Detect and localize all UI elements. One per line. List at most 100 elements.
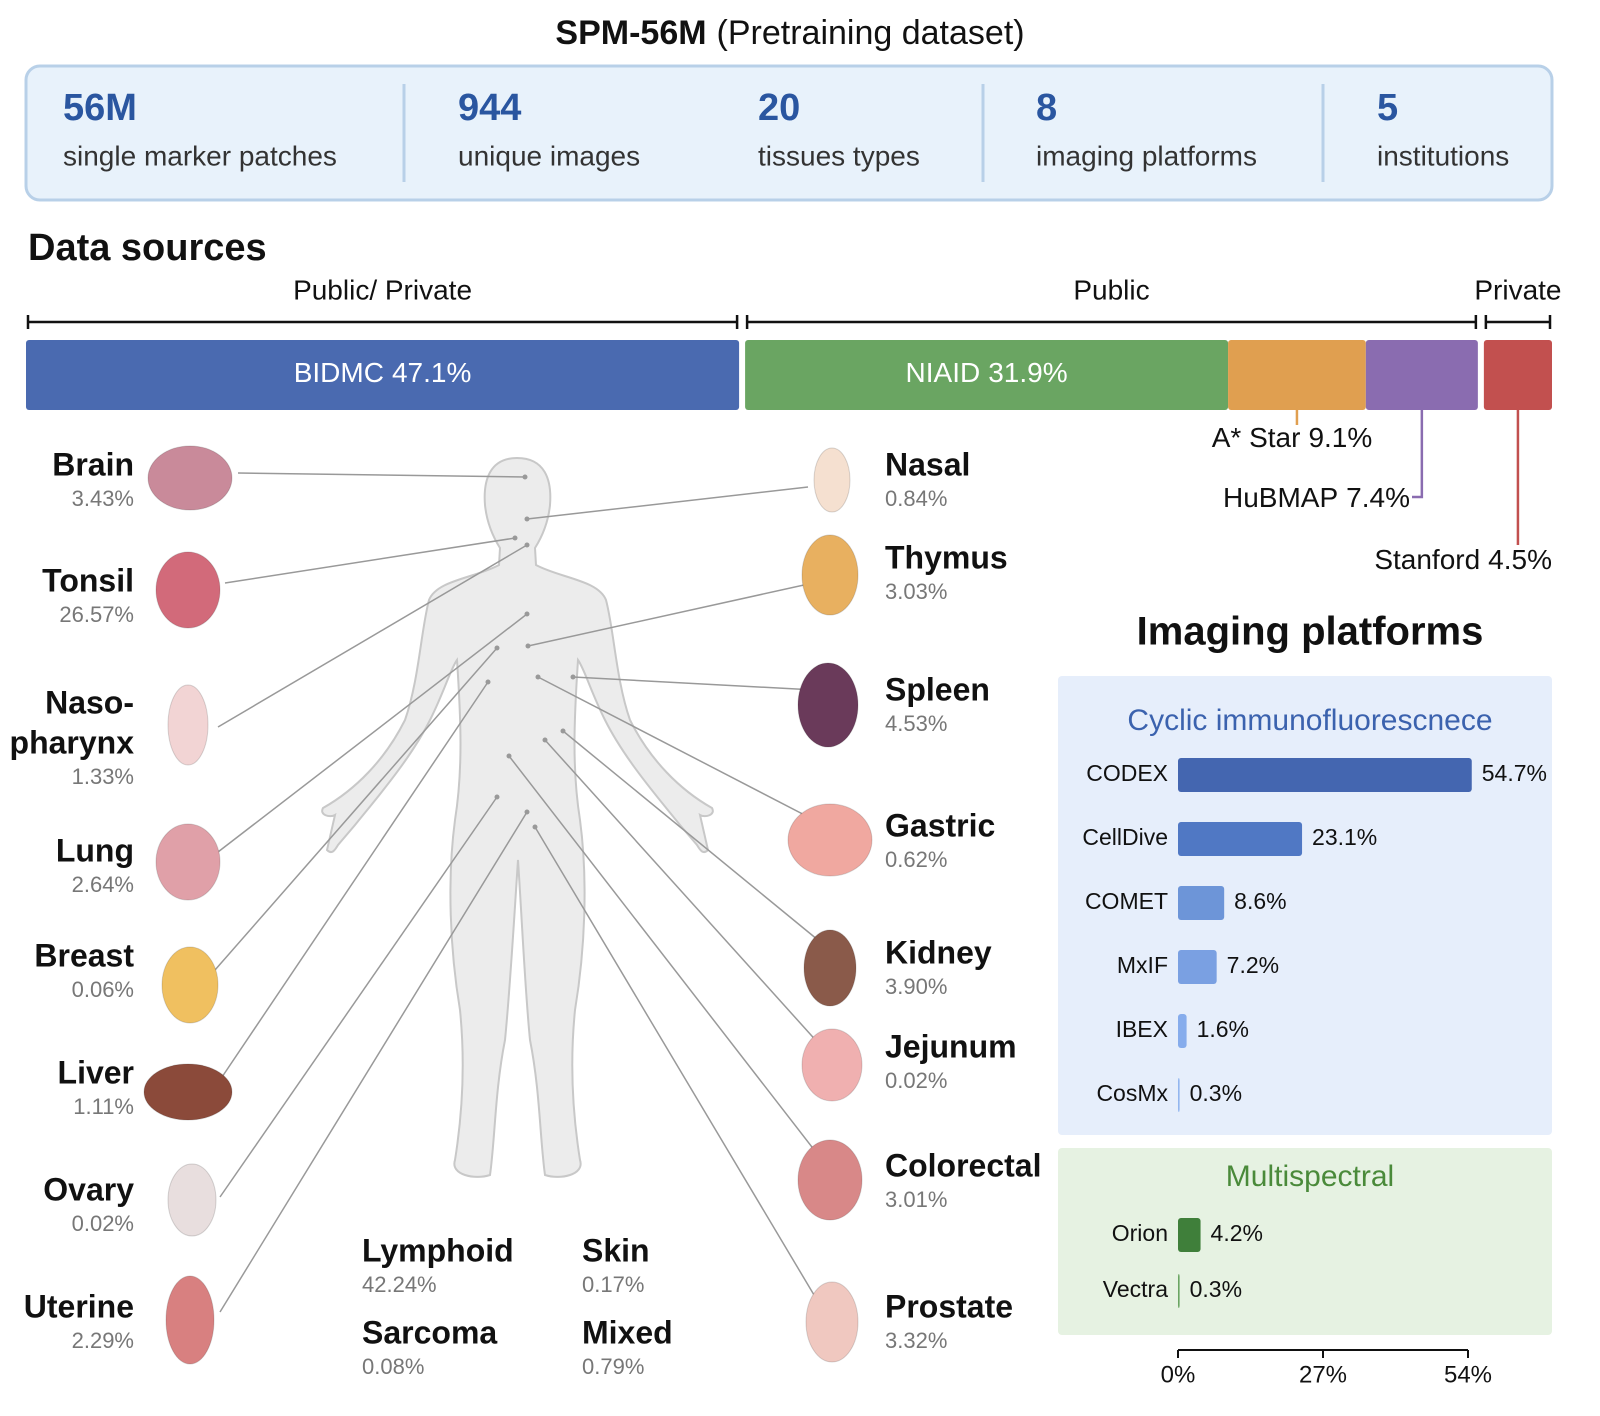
source-value: 47.1% (392, 357, 471, 388)
leader-line (562, 730, 819, 941)
source-name: Stanford (1374, 544, 1480, 575)
body-point (542, 737, 548, 743)
tissue-value: 26.57% (59, 602, 134, 627)
source-segment (1228, 340, 1366, 410)
tissue-name: Mixed (582, 1314, 673, 1350)
tissue-value: 1.11% (73, 1094, 134, 1119)
tissue-name: Kidney (885, 934, 992, 970)
tissue-name: Jejunum (885, 1028, 1017, 1064)
source-segment (1483, 340, 1552, 410)
body-point (560, 728, 566, 734)
body-point (524, 542, 530, 548)
tissue-value: 0.08% (362, 1354, 424, 1379)
source-value: 31.9% (988, 357, 1067, 388)
organ-icon (161, 946, 219, 1024)
platform-bar (1178, 1014, 1187, 1048)
platform-value: 4.2% (1211, 1220, 1263, 1246)
organ-icon (803, 929, 857, 1007)
body-point (512, 535, 518, 541)
organ-icon (155, 823, 221, 901)
tissue-value: 0.62% (885, 847, 947, 872)
body-point (485, 679, 491, 685)
tissue-name: Gastric (885, 807, 995, 843)
leader-line (544, 739, 821, 1046)
tissue-name: Naso- (45, 684, 134, 720)
platform-bar (1178, 1218, 1201, 1252)
tissue-name: Spleen (885, 671, 990, 707)
body-point (532, 824, 538, 830)
tissue-value: 4.53% (885, 711, 947, 736)
source-label: A* Star 9.1% (1212, 422, 1373, 453)
tissue-value: 2.29% (72, 1328, 134, 1353)
group-bracket (745, 315, 1478, 329)
source-name: A* Star (1212, 422, 1301, 453)
tissue-value: 3.43% (72, 486, 134, 511)
leader-line (217, 544, 528, 728)
tissue-value: 3.90% (885, 974, 947, 999)
tissue-name: Lymphoid (362, 1232, 514, 1268)
platform-value: 7.2% (1227, 952, 1279, 978)
x-tick-label: 54% (1444, 1361, 1492, 1388)
source-leader (1412, 410, 1424, 499)
tissue-value: 0.02% (885, 1068, 947, 1093)
source-segment (26, 340, 740, 410)
stat-label: institutions (1377, 140, 1509, 171)
body-point (524, 516, 530, 522)
panel-title: Multispectral (1226, 1160, 1394, 1193)
tissue-value: 0.02% (72, 1211, 134, 1236)
tissue-value: 0.06% (72, 977, 134, 1002)
stat-value: 8 (1036, 87, 1057, 129)
leader-line (537, 676, 821, 824)
source-label: HuBMAP 7.4% (1223, 482, 1410, 513)
organ-icon (787, 803, 873, 877)
tissue-name: Breast (34, 937, 134, 973)
tissue-name: Prostate (885, 1288, 1013, 1324)
stats-dividers (402, 84, 1325, 182)
leader-line (534, 826, 821, 1306)
platform-value: 0.3% (1190, 1080, 1242, 1106)
x-tick-label: 27% (1299, 1361, 1347, 1388)
panel-title: Cyclic immunofluorescnece (1127, 704, 1492, 737)
tissue-value: 3.01% (885, 1187, 947, 1212)
body-point (570, 674, 576, 680)
organ-icon (797, 662, 859, 748)
section-title: Data sources (28, 227, 267, 269)
platform-value: 23.1% (1312, 824, 1377, 850)
tissue-value: 0.84% (885, 486, 947, 511)
source-label: NIAID 31.9% (906, 357, 1068, 388)
page-title: SPM-56M (Pretraining dataset) (555, 14, 1024, 52)
source-segment (745, 340, 1229, 410)
body-point (506, 753, 512, 759)
tissue-value: 42.24% (362, 1272, 437, 1297)
tissue-name: Brain (52, 446, 134, 482)
organ-icon (805, 1281, 859, 1363)
platform-value: 1.6% (1197, 1016, 1249, 1042)
source-value: 7.4% (1346, 482, 1410, 513)
tissue-name: Tonsil (42, 562, 134, 598)
tissue-name: Lung (56, 832, 134, 868)
leader-line (572, 676, 816, 691)
platform-label: Orion (1112, 1220, 1168, 1246)
tissue-value: 3.03% (885, 579, 947, 604)
organ-icon (155, 551, 221, 629)
stat-label: imaging platforms (1036, 140, 1257, 171)
body-point (535, 674, 541, 680)
organ-icon (167, 684, 209, 766)
platform-label: CosMx (1096, 1080, 1168, 1106)
tissue-name: Thymus (885, 539, 1008, 575)
body-point (522, 474, 528, 480)
platform-value: 54.7% (1482, 760, 1547, 786)
leader-line (237, 472, 526, 478)
platform-label: MxIF (1117, 952, 1168, 978)
organ-icon (165, 1275, 215, 1365)
group-label: Public (1073, 274, 1149, 305)
source-segment (1365, 340, 1478, 410)
tissue-value: 0.79% (582, 1354, 644, 1379)
platform-bar (1178, 1274, 1180, 1308)
body-point (494, 794, 500, 800)
stat-value: 944 (458, 87, 521, 129)
tissue-name: Skin (582, 1232, 650, 1268)
platform-value: 0.3% (1190, 1276, 1242, 1302)
body-point (525, 643, 531, 649)
